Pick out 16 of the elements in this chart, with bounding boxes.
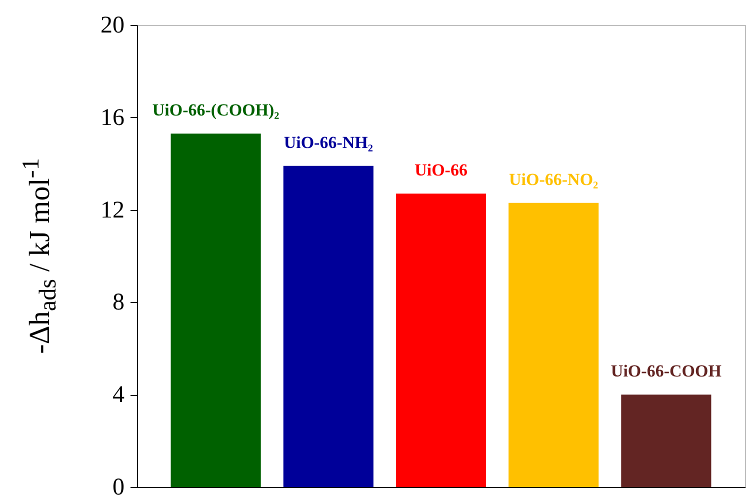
y-tick-label: 8 <box>112 290 124 316</box>
y-tick-label: 0 <box>112 474 124 498</box>
y-tick-label: 16 <box>100 104 124 131</box>
x-tick-label: UiO-66-NO₂ <box>509 170 598 189</box>
bar <box>396 194 486 487</box>
bar <box>283 166 374 487</box>
x-tick-label: UiO-66-(COOH)₂ <box>152 100 280 120</box>
x-tick-label: UiO-66-NH₂ <box>284 132 373 152</box>
bar <box>508 202 599 487</box>
x-tick-label: UiO-66-COOH <box>610 362 722 381</box>
bar <box>170 134 261 487</box>
bar <box>621 394 712 487</box>
x-tick-label: UiO-66 <box>414 160 468 180</box>
y-tick-label: 4 <box>112 382 124 408</box>
y-tick-label: 20 <box>100 12 124 38</box>
y-tick-label: 12 <box>100 197 124 224</box>
